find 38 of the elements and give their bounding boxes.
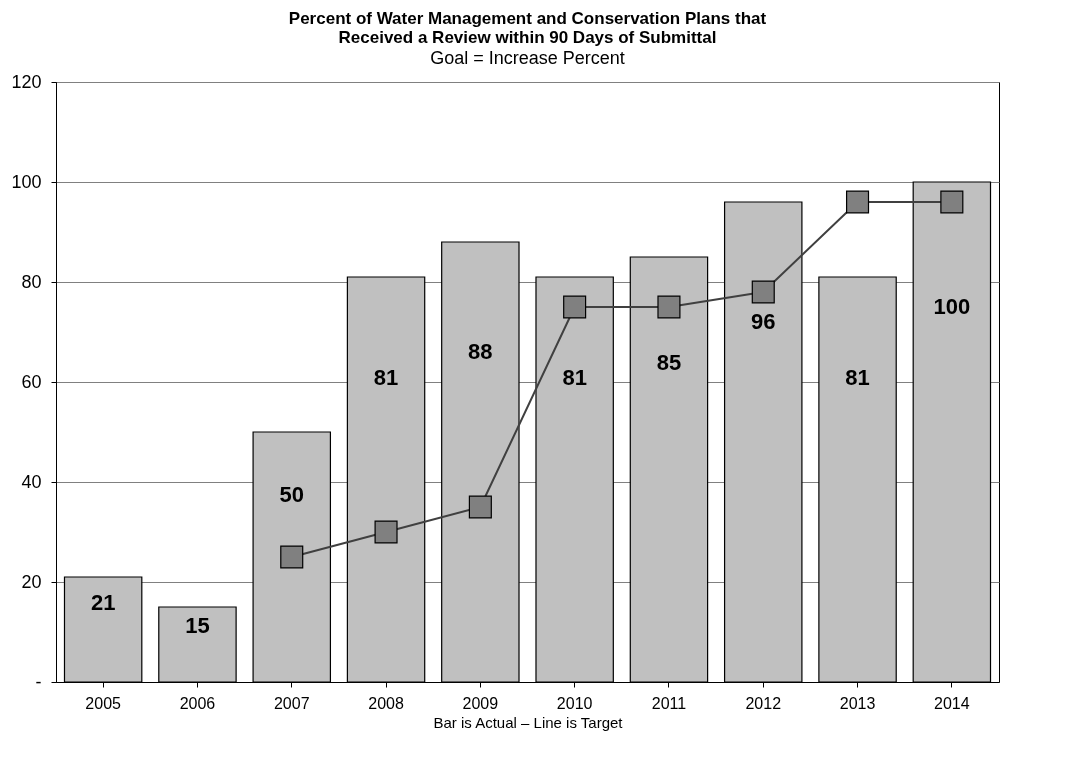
x-tick-label: 2008 <box>368 694 404 712</box>
point <box>468 495 492 519</box>
y-tick-label: 40 <box>21 471 42 492</box>
x-tick-label: 2013 <box>839 694 876 712</box>
point <box>940 190 964 214</box>
y-tick-label: 100 <box>11 171 42 192</box>
point <box>563 295 587 319</box>
data-label: 81 <box>845 365 870 391</box>
x-tick-label: 2014 <box>934 694 970 712</box>
chart-title: Percent of Water Management and Conservation Plans that Received a Review within 90 Days of Submittal <box>288 9 767 47</box>
point <box>751 280 775 304</box>
y-tick-label: 20 <box>21 571 42 592</box>
data-label: 21 <box>90 590 116 616</box>
chart-subtitle: Goal = Increase Percent <box>430 48 625 68</box>
data-label: 85 <box>656 350 682 376</box>
x-tick-label: 2006 <box>179 694 216 712</box>
x-tick-label: 2012 <box>745 694 782 712</box>
x-tick-label: 2011 <box>651 694 687 712</box>
x-tick-label: 2009 <box>462 694 499 712</box>
x-tick-label: 2007 <box>273 694 310 712</box>
point <box>657 295 681 319</box>
data-label: 81 <box>562 365 587 391</box>
x-axis-title: Bar is Actual – Line is Target <box>433 713 624 731</box>
y-tick-label: 120 <box>11 71 42 92</box>
point <box>374 520 398 544</box>
data-label: 81 <box>373 365 399 391</box>
x-tick-label: 2005 <box>85 694 122 712</box>
x-tick-label: 2010 <box>556 694 593 712</box>
point <box>846 190 870 214</box>
y-tick-label: 80 <box>21 271 42 292</box>
data-label: 50 <box>279 481 304 507</box>
data-label: 100 <box>933 294 971 319</box>
y-tick-label: 60 <box>21 371 42 392</box>
data-label: 96 <box>751 309 776 334</box>
data-label: 88 <box>468 339 493 364</box>
y-tick-label: - <box>35 671 42 692</box>
point <box>280 545 304 569</box>
data-label: 15 <box>185 612 210 638</box>
